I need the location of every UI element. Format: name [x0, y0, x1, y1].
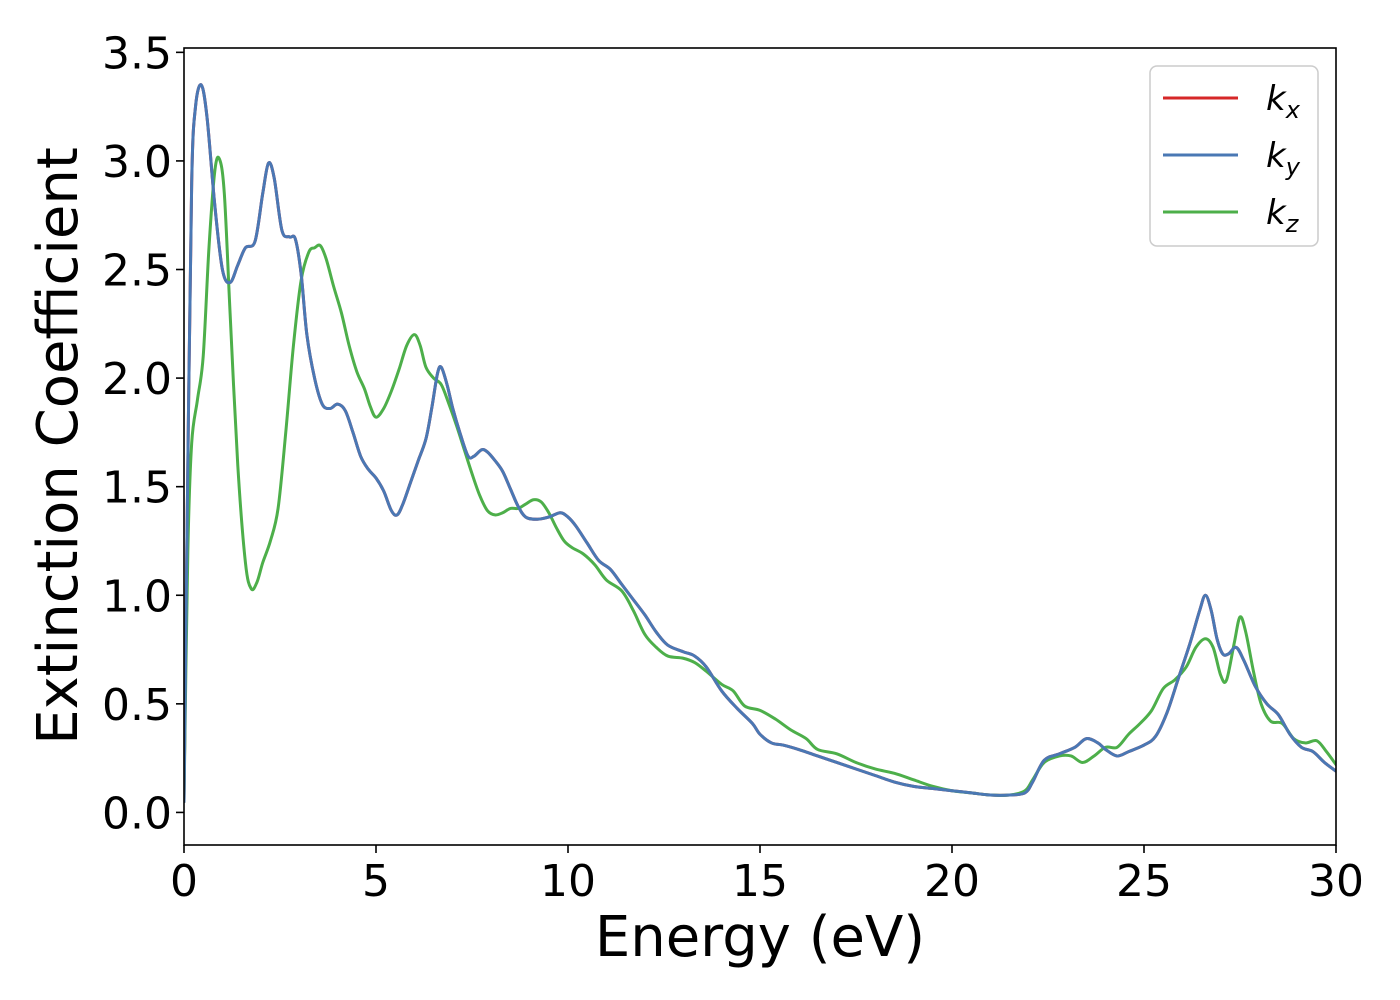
y-tick-label: 1.0 — [102, 571, 172, 622]
legend-label-main: k — [1266, 79, 1287, 119]
y-tick-label: 3.5 — [102, 28, 172, 79]
legend-label-subscript: x — [1285, 96, 1301, 124]
legend-label-ky: ky — [1266, 136, 1301, 181]
y-tick-label: 0.5 — [102, 680, 172, 731]
y-axis-label: Extinction Coefficient — [26, 147, 91, 745]
x-tick-label: 20 — [924, 856, 980, 907]
legend-label-main: k — [1266, 136, 1287, 176]
series-layer — [184, 83, 1336, 804]
y-tick-label: 2.0 — [102, 354, 172, 405]
legend-label-kx: kx — [1266, 79, 1301, 124]
x-tick-label: 5 — [362, 856, 390, 907]
x-tick-label: 15 — [732, 856, 788, 907]
y-axis: 0.0 0.5 1.0 1.5 2.0 2.5 3.0 3.5 — [102, 28, 184, 839]
series-line-kz — [184, 155, 1336, 804]
legend-label-main: k — [1266, 193, 1287, 233]
x-axis-label: Energy (eV) — [595, 905, 925, 970]
y-tick-label: 0.0 — [102, 788, 172, 839]
x-tick-label: 0 — [170, 856, 198, 907]
x-tick-label: 30 — [1308, 856, 1364, 907]
series-line-ky — [184, 83, 1336, 804]
x-axis: 0 5 10 15 20 25 30 — [170, 845, 1364, 907]
legend-label-kz: kz — [1266, 193, 1300, 238]
x-tick-label: 25 — [1116, 856, 1172, 907]
y-tick-label: 3.0 — [102, 137, 172, 188]
y-tick-label: 1.5 — [102, 463, 172, 514]
legend-label-subscript: z — [1285, 210, 1300, 238]
legend-label-subscript: y — [1285, 153, 1301, 181]
x-tick-label: 10 — [540, 856, 596, 907]
y-tick-label: 2.5 — [102, 246, 172, 297]
